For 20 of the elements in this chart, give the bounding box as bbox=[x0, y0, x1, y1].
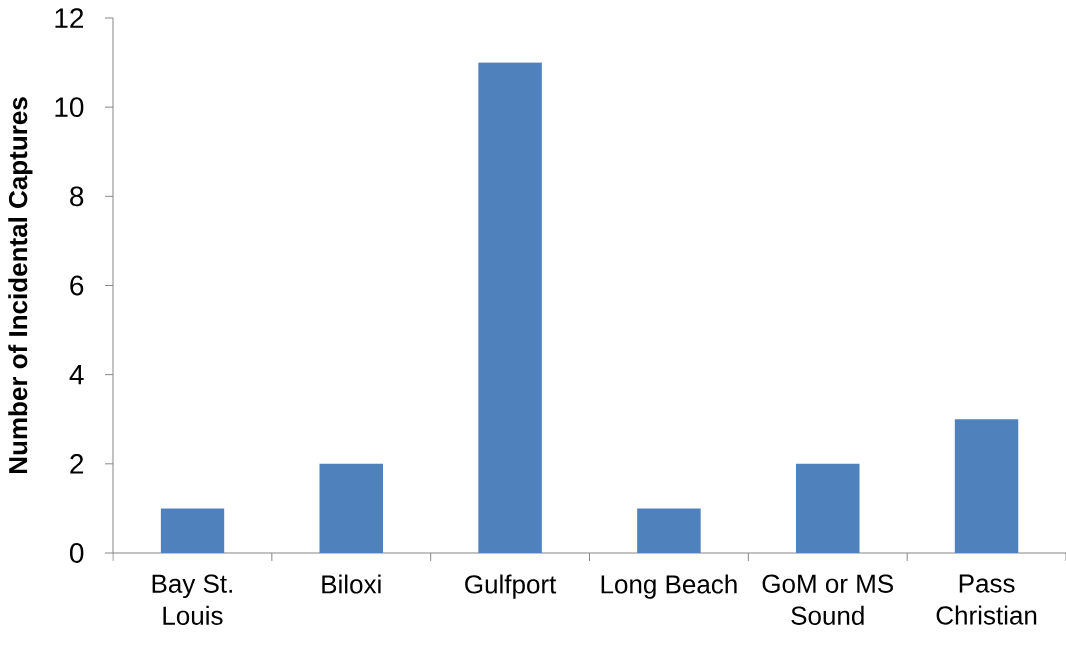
x-tick-label: Bay St. Louis bbox=[152, 574, 232, 625]
y-tick-label: 0 bbox=[70, 543, 84, 563]
y-tick-label: 8 bbox=[70, 186, 84, 207]
x-tick-label: GoM or MS Sound bbox=[762, 574, 893, 625]
x-tick-label: Biloxi bbox=[322, 574, 381, 594]
x-tick-label: Pass Christian bbox=[936, 574, 1037, 625]
y-tick-label: 4 bbox=[69, 365, 84, 385]
x-tick-label: Long Beach bbox=[601, 574, 737, 599]
y-axis-title: Number of Incidental Captures bbox=[8, 97, 33, 473]
bar bbox=[954, 419, 1019, 553]
x-tick-label: Gulfport bbox=[465, 574, 557, 599]
y-tick-label: 12 bbox=[55, 8, 84, 28]
y-tick-label: 6 bbox=[70, 275, 84, 296]
y-tick-label: 2 bbox=[70, 454, 84, 474]
bar bbox=[795, 463, 860, 553]
bar bbox=[478, 62, 542, 553]
bar bbox=[160, 508, 225, 553]
y-tick-label: 10 bbox=[55, 97, 84, 118]
bar bbox=[319, 463, 384, 553]
bar bbox=[637, 508, 701, 553]
